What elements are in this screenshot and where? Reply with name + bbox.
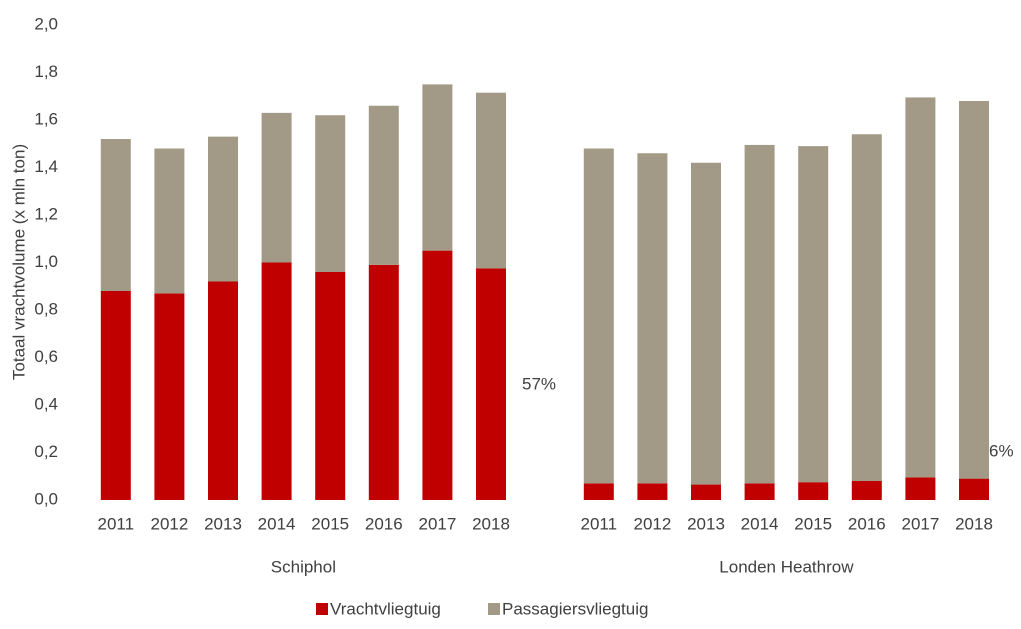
x-tick-label: 2015 xyxy=(311,514,349,533)
bar xyxy=(315,272,346,500)
bar xyxy=(905,477,936,500)
legend-label: Passagiersvliegtuig xyxy=(502,599,648,618)
bar xyxy=(959,101,989,479)
x-tick-label: 2018 xyxy=(955,514,993,533)
y-tick-label: 1,0 xyxy=(34,252,58,271)
bar xyxy=(583,148,614,484)
x-tick-label: 2012 xyxy=(633,514,671,533)
y-tick-label: 0,6 xyxy=(34,347,58,366)
y-tick-label: 0,4 xyxy=(34,394,58,413)
bar xyxy=(851,134,882,481)
bar xyxy=(315,115,346,272)
bar xyxy=(422,84,453,251)
x-tick-label: 2016 xyxy=(365,514,403,533)
legend-swatch xyxy=(488,603,500,615)
x-tick-label: 2013 xyxy=(204,514,242,533)
x-tick-label: 2014 xyxy=(741,514,779,533)
bar xyxy=(691,484,721,500)
bar xyxy=(476,92,506,269)
bar xyxy=(744,483,775,500)
annotation: 6% xyxy=(989,441,1014,460)
bar xyxy=(368,105,399,265)
y-axis-label: Totaal vrachtvolume (x mln ton) xyxy=(9,144,28,380)
bar xyxy=(422,250,453,500)
bar xyxy=(637,153,668,484)
legend-swatch xyxy=(316,603,328,615)
x-tick-label: 2017 xyxy=(418,514,456,533)
x-tick-label: 2014 xyxy=(258,514,296,533)
y-tick-label: 2,0 xyxy=(34,14,58,33)
x-tick-label: 2012 xyxy=(150,514,188,533)
group-label: Londen Heathrow xyxy=(719,557,854,576)
bar xyxy=(637,483,668,500)
bar xyxy=(691,162,721,485)
bar xyxy=(905,97,936,478)
y-tick-label: 1,8 xyxy=(34,62,58,81)
bar xyxy=(261,262,292,500)
bar xyxy=(208,136,238,282)
bar xyxy=(744,144,775,484)
x-tick-label: 2017 xyxy=(901,514,939,533)
bar xyxy=(154,148,185,294)
bar xyxy=(100,139,131,291)
bar xyxy=(476,268,506,500)
x-tick-label: 2013 xyxy=(687,514,725,533)
bar xyxy=(368,264,399,500)
y-tick-label: 1,4 xyxy=(34,157,58,176)
x-tick-label: 2011 xyxy=(581,514,618,533)
y-tick-label: 0,2 xyxy=(34,442,58,461)
group-label: Schiphol xyxy=(271,557,336,576)
bar xyxy=(959,478,989,500)
x-tick-label: 2016 xyxy=(848,514,886,533)
bar xyxy=(100,291,131,500)
bar xyxy=(261,112,292,263)
y-tick-label: 1,6 xyxy=(34,109,58,128)
y-tick-label: 1,2 xyxy=(34,204,58,223)
bar xyxy=(798,146,829,483)
x-tick-label: 2015 xyxy=(794,514,832,533)
legend-label: Vrachtvliegtuig xyxy=(330,599,441,618)
bar xyxy=(851,481,882,500)
y-tick-label: 0,0 xyxy=(34,489,58,508)
y-tick-label: 0,8 xyxy=(34,299,58,318)
bar xyxy=(154,293,185,500)
x-tick-label: 2011 xyxy=(98,514,135,533)
bar xyxy=(798,482,829,500)
x-tick-label: 2018 xyxy=(472,514,510,533)
annotation: 57% xyxy=(522,374,556,393)
bar xyxy=(583,483,614,500)
bar xyxy=(208,281,238,500)
